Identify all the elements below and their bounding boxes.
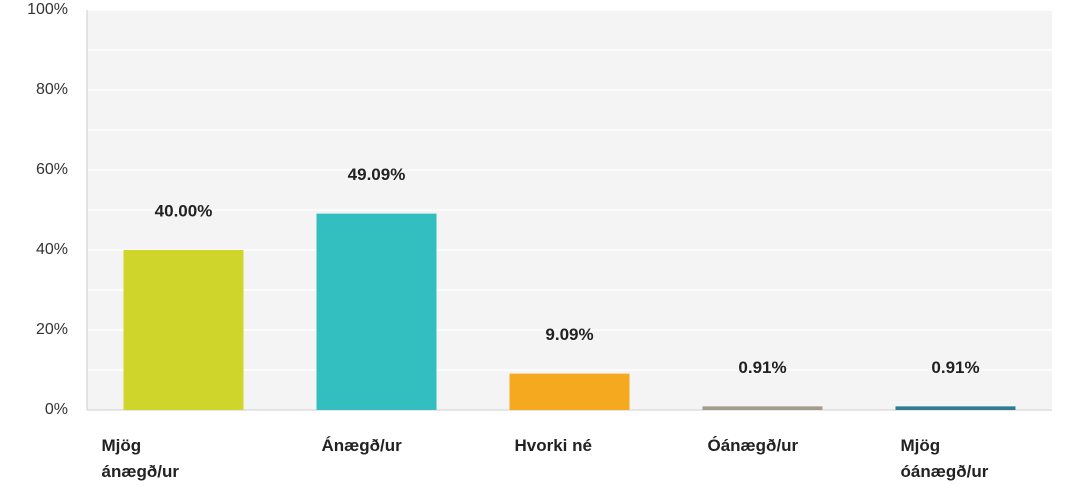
x-tick-label: Óánægð/ur [707,436,799,455]
y-tick-label: 0% [45,401,68,418]
value-label: 49.09% [348,165,406,184]
bar [123,250,244,410]
x-tick-label: Ánægð/ur [321,436,402,455]
y-tick-label: 80% [36,81,68,98]
bar [316,213,437,410]
bar [702,406,823,410]
value-label: 0.91% [931,358,979,377]
value-label: 40.00% [155,201,213,220]
value-label: 9.09% [545,325,593,344]
x-tick-label: Mjög óánægð/ur [900,436,989,481]
y-tick-label: 60% [36,161,68,178]
value-label: 0.91% [738,358,786,377]
y-tick-label: 20% [36,321,68,338]
x-tick-label: Hvorki né [514,436,592,455]
y-tick-label: 100% [27,1,68,18]
y-tick-label: 40% [36,241,68,258]
bar [509,373,630,410]
x-tick-label: Mjög ánægð/ur [101,436,179,481]
bar [895,406,1016,410]
